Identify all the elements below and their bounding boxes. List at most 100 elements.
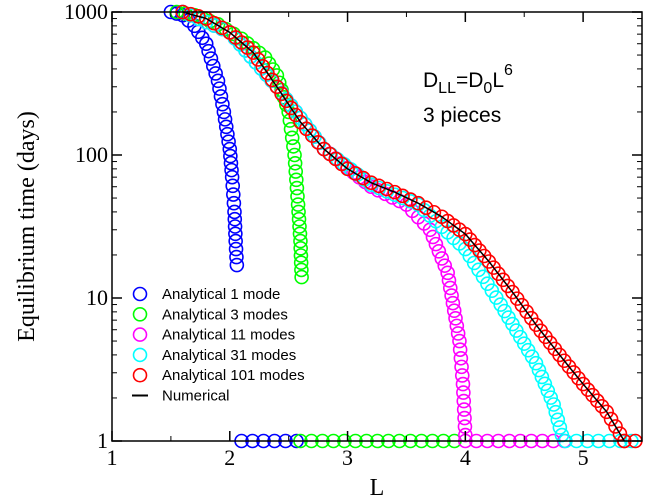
- data-point: [198, 36, 214, 52]
- data-point: [293, 255, 309, 271]
- data-point: [269, 68, 285, 83]
- data-point: [224, 162, 239, 178]
- data-point: [457, 410, 472, 426]
- data-point: [599, 404, 614, 420]
- data-point: [229, 257, 245, 273]
- data-point: [223, 148, 238, 164]
- annotation-formula-sup: 6: [504, 62, 513, 79]
- data-point: [608, 419, 623, 434]
- data-point: [437, 258, 453, 273]
- data-point: [403, 192, 418, 207]
- data-point: [418, 200, 434, 216]
- annotation-formula: DLL=D0L6: [423, 62, 513, 97]
- legend-label: Analytical 31 modes: [162, 347, 296, 364]
- data-point: [217, 112, 233, 127]
- data-point: [292, 226, 308, 242]
- data-point: [540, 383, 556, 399]
- x-tick-label: 1: [107, 445, 118, 470]
- data-point: [410, 195, 426, 211]
- data-point: [445, 295, 461, 311]
- data-point: [603, 411, 619, 427]
- data-point: [395, 188, 410, 204]
- data-point: [206, 15, 222, 31]
- legend-label: Analytical 1 mode: [162, 286, 280, 303]
- y-tick-label: 1000: [64, 0, 108, 24]
- data-point: [210, 73, 226, 89]
- data-point: [294, 269, 309, 285]
- data-point: [291, 204, 306, 220]
- data-point: [216, 104, 232, 120]
- x-tick-label: 4: [460, 445, 471, 470]
- data-point: [446, 303, 462, 319]
- data-point: [612, 426, 628, 442]
- data-point: [363, 175, 379, 191]
- data-point: [214, 20, 230, 36]
- legend-marker: [132, 306, 148, 322]
- data-point: [228, 233, 243, 249]
- data-point: [224, 169, 240, 185]
- legend-label: Numerical: [162, 388, 230, 405]
- data-point: [552, 420, 568, 435]
- data-point: [223, 155, 239, 171]
- axis-ticks: 1 2 3 4 5 1 10 100 1000: [64, 0, 642, 470]
- annotation-formula-sub1: LL: [438, 80, 456, 97]
- data-point: [203, 51, 219, 66]
- data-point: [543, 390, 559, 405]
- data-point: [452, 333, 467, 349]
- legend-marker: [132, 347, 148, 363]
- data-point: [213, 89, 229, 104]
- data-point: [226, 195, 242, 211]
- y-tick-label: 100: [75, 142, 108, 167]
- plot-marks: [163, 4, 643, 449]
- data-point: [227, 204, 242, 220]
- data-point: [379, 181, 395, 197]
- data-point: [290, 189, 305, 204]
- series-analytical-1-mode: [163, 4, 304, 449]
- data-point: [228, 226, 243, 242]
- legend-label: Analytical 3 modes: [162, 306, 288, 323]
- annotation-formula-mid2: L: [492, 69, 504, 92]
- data-point: [293, 248, 309, 263]
- data-point: [293, 240, 308, 256]
- data-point: [537, 376, 553, 392]
- data-point: [456, 393, 472, 409]
- data-point: [340, 161, 355, 177]
- data-point: [291, 211, 307, 227]
- data-point: [455, 376, 471, 392]
- series-line-numerical: [182, 11, 625, 442]
- data-point: [227, 211, 243, 227]
- data-point: [454, 368, 470, 383]
- data-point: [226, 187, 241, 202]
- data-point: [348, 166, 363, 181]
- annotation-subtitle: 3 pieces: [423, 104, 501, 127]
- data-point: [208, 66, 223, 81]
- data-point: [548, 404, 564, 420]
- data-point: [292, 219, 307, 234]
- data-point: [290, 197, 306, 212]
- x-tick-label: 3: [342, 445, 353, 470]
- series-analytical-101-modes: [175, 4, 643, 449]
- x-axis-label: L: [370, 475, 385, 501]
- data-point: [228, 241, 244, 257]
- data-point: [456, 402, 472, 417]
- data-point: [227, 219, 243, 234]
- data-point: [426, 204, 442, 220]
- legend-label: Analytical 101 modes: [162, 367, 305, 384]
- data-point: [434, 251, 450, 266]
- data-point: [456, 385, 471, 400]
- data-point: [528, 355, 544, 371]
- data-point: [222, 141, 238, 157]
- data-point: [534, 369, 550, 385]
- data-point: [220, 126, 235, 142]
- data-point: [183, 6, 198, 22]
- y-axis-label: Equilibrium time (days): [14, 111, 40, 342]
- data-point: [448, 311, 463, 326]
- data-point: [289, 172, 304, 188]
- data-point: [289, 180, 305, 196]
- data-point: [287, 147, 302, 163]
- data-point: [225, 178, 241, 194]
- data-point: [441, 273, 457, 288]
- data-point: [284, 130, 300, 146]
- y-tick-label: 1: [97, 428, 108, 453]
